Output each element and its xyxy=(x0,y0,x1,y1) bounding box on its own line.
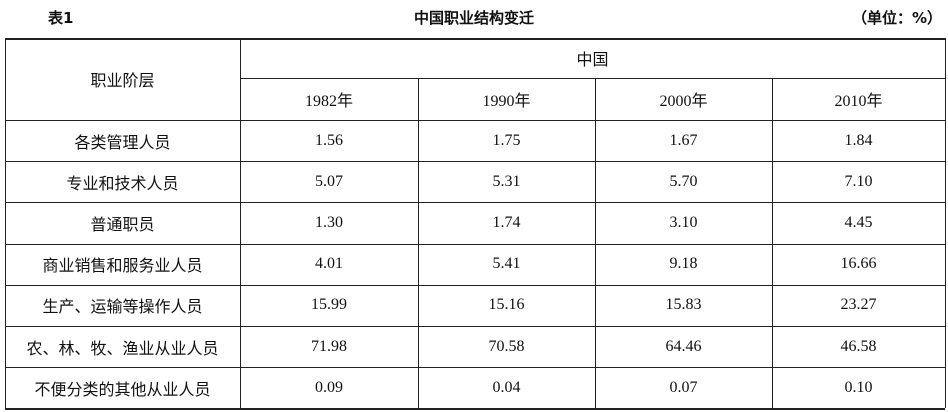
year-header: 1982年 xyxy=(304,93,353,110)
bottom-rule xyxy=(5,408,945,411)
table-title: 中国职业结构变迁 xyxy=(413,9,534,27)
value-cell: 1.74 xyxy=(492,213,521,231)
value-cell: 1.30 xyxy=(315,213,343,231)
value-cell: 46.58 xyxy=(840,337,877,355)
column-rule xyxy=(5,38,6,409)
column-rule xyxy=(418,78,419,409)
value-cell: 0.10 xyxy=(844,378,873,396)
unit-note: （单位：%） xyxy=(851,9,942,27)
value-cell: 1.75 xyxy=(492,131,521,149)
value-cell: 15.83 xyxy=(665,296,702,314)
row-rule xyxy=(5,284,945,286)
column-rule xyxy=(595,78,596,409)
year-header: 2000年 xyxy=(659,93,708,110)
value-cell: 5.70 xyxy=(669,172,698,190)
value-cell: 1.67 xyxy=(669,131,698,149)
table-label: 表1 xyxy=(48,9,74,27)
row-label: 专业和技术人员 xyxy=(66,175,179,193)
header-bottom-rule xyxy=(5,120,945,121)
group-header: 中国 xyxy=(576,52,609,69)
column-rule xyxy=(945,38,946,409)
value-cell: 5.41 xyxy=(492,255,521,273)
value-cell: 1.84 xyxy=(844,131,873,149)
value-cell: 0.04 xyxy=(492,378,521,396)
row-label: 生产、运输等操作人员 xyxy=(42,299,203,317)
row-rule xyxy=(5,367,945,369)
value-cell: 15.99 xyxy=(311,296,347,314)
column-rule xyxy=(240,38,241,409)
row-rule xyxy=(5,202,945,204)
value-cell: 64.46 xyxy=(665,337,702,355)
header-rule xyxy=(240,78,945,79)
value-cell: 7.10 xyxy=(844,172,873,190)
year-header: 1990年 xyxy=(482,93,531,110)
year-header: 2010年 xyxy=(834,93,883,110)
row-label: 商业销售和服务业人员 xyxy=(42,258,203,276)
value-cell: 0.07 xyxy=(669,378,698,396)
value-cell: 71.98 xyxy=(311,337,347,355)
row-rule xyxy=(5,161,945,163)
row-label: 普通职员 xyxy=(90,216,155,234)
value-cell: 70.58 xyxy=(488,337,525,355)
value-cell: 16.66 xyxy=(840,255,877,273)
row-header: 职业阶层 xyxy=(90,73,155,90)
top-rule xyxy=(5,38,945,40)
row-rule xyxy=(5,326,945,327)
value-cell: 23.27 xyxy=(840,296,877,314)
row-label: 各类管理人员 xyxy=(74,134,171,152)
value-cell: 15.16 xyxy=(488,296,525,314)
value-cell: 4.01 xyxy=(315,255,343,273)
value-cell: 3.10 xyxy=(669,213,698,231)
value-cell: 5.07 xyxy=(315,172,343,190)
column-rule xyxy=(772,78,773,409)
value-cell: 9.18 xyxy=(669,255,698,273)
value-cell: 4.45 xyxy=(844,213,873,231)
value-cell: 0.09 xyxy=(315,378,343,396)
value-cell: 1.56 xyxy=(315,131,343,149)
row-label: 不便分类的其他从业人员 xyxy=(34,381,211,399)
row-label: 农、林、牧、渔业从业人员 xyxy=(26,340,219,358)
value-cell: 5.31 xyxy=(492,172,521,190)
row-rule xyxy=(5,243,945,245)
